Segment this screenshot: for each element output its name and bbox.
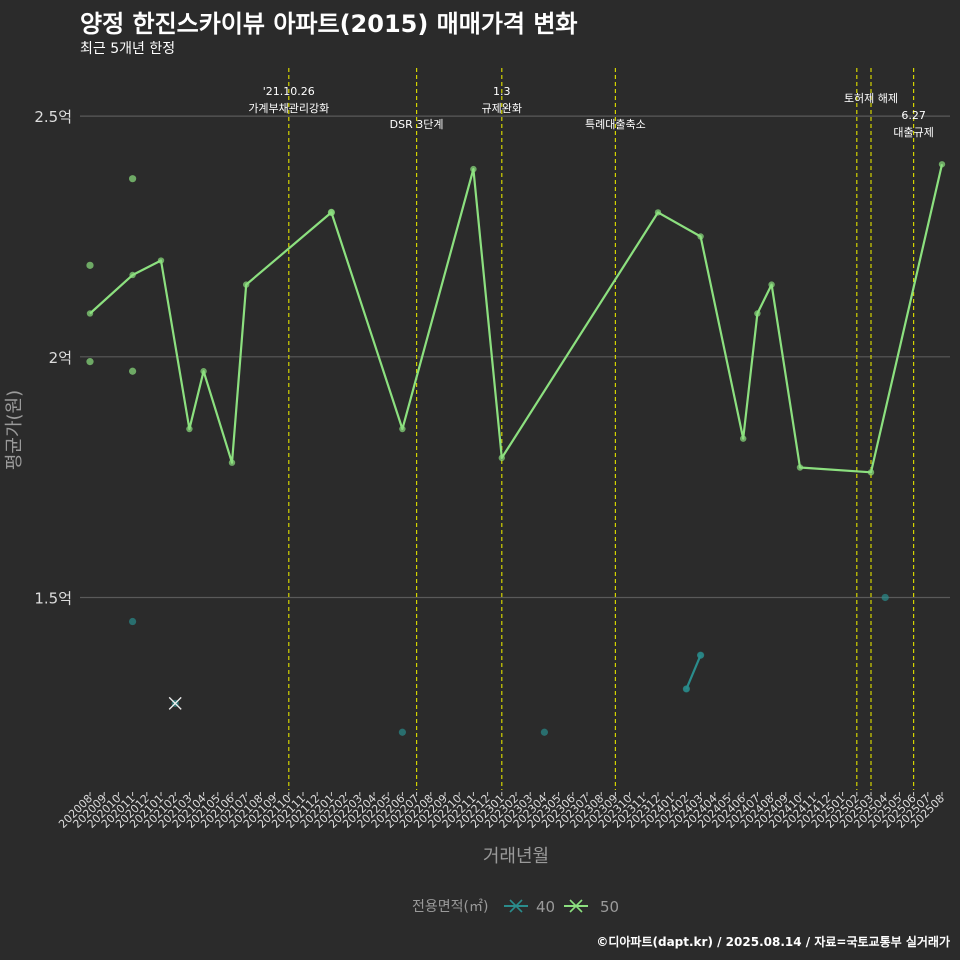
data-point <box>697 651 705 659</box>
data-point <box>157 257 165 264</box>
legend-label-50: 50 <box>600 898 619 916</box>
data-point <box>129 367 137 375</box>
legend: 전용면적(㎡) 40 50 <box>412 898 619 916</box>
data-point <box>228 459 236 466</box>
data-point <box>498 454 505 462</box>
data-point <box>129 617 137 626</box>
series-layer <box>86 161 946 736</box>
data-point <box>740 435 747 442</box>
data-point <box>86 310 94 317</box>
data-point <box>470 165 477 173</box>
chart-title: 양정 한진스카이뷰 아파트(2015) 매매가격 변화 <box>80 10 578 38</box>
data-point <box>938 161 946 168</box>
data-point <box>86 358 94 366</box>
data-point <box>697 233 704 240</box>
x-axis-title: 거래년월 <box>483 846 549 867</box>
data-point <box>200 368 207 375</box>
y-axis-title: 평균가(원) <box>4 390 25 470</box>
data-point <box>654 209 662 216</box>
data-point <box>796 464 804 471</box>
data-point <box>867 469 875 476</box>
policy-label: 토허제 해제 <box>844 91 898 105</box>
grid-lines <box>80 115 950 599</box>
chart-subtitle: 최근 5개년 한정 <box>80 41 176 57</box>
y-tick-label: 2.5억 <box>34 108 72 126</box>
policy-label: DSR 3단계 <box>390 118 444 131</box>
data-point <box>540 728 549 736</box>
policy-label: 특례대출축소 <box>585 118 646 131</box>
data-point <box>86 261 94 269</box>
data-point <box>186 425 193 433</box>
data-point <box>398 728 406 736</box>
y-tick-label: 1.5억 <box>34 589 72 607</box>
legend-label-40: 40 <box>536 898 555 916</box>
legend-key-cross <box>509 899 523 913</box>
legend-key-cross <box>569 899 583 913</box>
policy-label: '21.10.26 <box>263 85 315 98</box>
data-point <box>881 593 889 602</box>
policy-label: 가계부채관리강화 <box>248 102 329 115</box>
series-line-50 <box>89 164 944 474</box>
policy-label: 1.3 <box>493 85 511 98</box>
data-point <box>768 281 775 288</box>
data-point <box>327 208 335 216</box>
legend-title: 전용면적(㎡) <box>412 899 488 915</box>
data-point <box>243 281 250 288</box>
cross-marker <box>168 696 182 710</box>
policy-label: 6.27 <box>901 109 926 122</box>
data-point <box>754 310 761 317</box>
data-point <box>682 685 691 693</box>
y-tick-label: 2억 <box>49 349 72 367</box>
series-line-40 <box>685 654 702 690</box>
data-point <box>399 425 406 433</box>
data-point <box>129 175 137 183</box>
data-point <box>129 271 136 279</box>
policy-label: 대출규제 <box>893 126 933 139</box>
policy-label: 규제완화 <box>482 102 522 115</box>
axes: 1.5억2억2.5억202008202009202010202011202012… <box>4 108 947 867</box>
source-caption: ©디아파트(dapt.kr) / 2025.08.14 / 자료=국토교통부 실… <box>596 935 950 949</box>
